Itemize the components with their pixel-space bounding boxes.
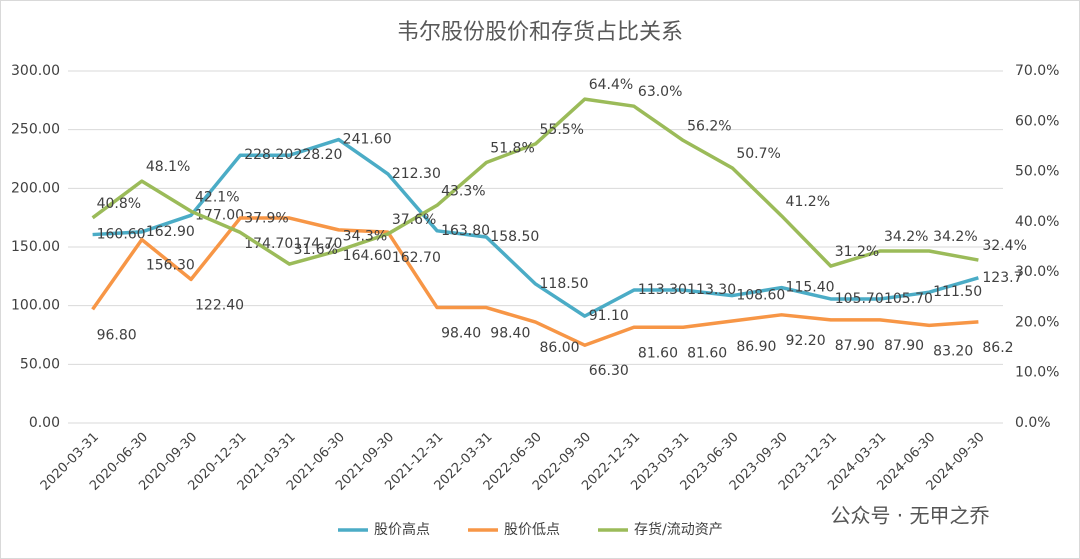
- y2-tick-label: 20.0%: [1015, 314, 1059, 330]
- legend-label: 存货/流动资产: [634, 521, 723, 538]
- data-label: 174.70: [244, 236, 293, 252]
- y-tick-label: 300.00: [11, 63, 60, 79]
- data-label: 81.60: [687, 345, 727, 361]
- data-label: 241.60: [343, 132, 392, 148]
- data-label: 105.70: [835, 291, 884, 307]
- data-label: 115.40: [786, 280, 835, 296]
- data-label: 42.1%: [195, 189, 239, 205]
- data-label: 41.2%: [786, 194, 830, 210]
- legend-label: 股价低点: [504, 522, 560, 538]
- data-label: 98.40: [490, 326, 530, 342]
- data-label: 98.40: [441, 326, 481, 342]
- series-line: [91, 97, 979, 268]
- series-line: [91, 216, 979, 347]
- data-label: 40.8%: [97, 196, 141, 212]
- data-label: 123.7: [982, 270, 1022, 286]
- data-label: 31.6%: [293, 242, 337, 258]
- data-label: 81.60: [638, 345, 678, 361]
- y-tick-label: 100.00: [11, 298, 60, 314]
- data-label: 92.20: [786, 333, 826, 349]
- legend-label: 股价高点: [374, 521, 430, 538]
- y-tick-label: 250.00: [11, 122, 60, 138]
- data-label: 32.4%: [982, 238, 1026, 254]
- data-label: 118.50: [540, 276, 589, 292]
- data-label: 86.90: [736, 339, 776, 355]
- y2-tick-label: 60.0%: [1015, 113, 1059, 129]
- data-label: 160.60: [97, 227, 146, 243]
- data-label: 87.90: [884, 338, 924, 354]
- data-label: 91.10: [589, 308, 629, 324]
- data-label: 228.20: [293, 147, 342, 163]
- series-line: [92, 137, 979, 318]
- data-label: 228.20: [244, 147, 293, 163]
- y2-tick-label: 40.0%: [1015, 214, 1059, 230]
- watermark: 公众号 · 无甲之乔: [830, 504, 989, 528]
- y2-tick-label: 70.0%: [1015, 63, 1059, 79]
- data-label: 212.30: [392, 166, 441, 182]
- data-label: 63.0%: [638, 84, 682, 100]
- data-label: 87.90: [835, 338, 875, 354]
- chart-title: 韦尔股份股价和存货占比关系: [397, 20, 683, 45]
- y2-tick-label: 50.0%: [1015, 164, 1059, 180]
- data-label: 34.2%: [884, 229, 928, 245]
- data-label: 86.00: [540, 340, 580, 356]
- data-label: 113.30: [687, 282, 736, 298]
- data-label: 163.80: [441, 223, 490, 239]
- data-label: 164.60: [343, 248, 392, 264]
- data-label: 43.3%: [441, 183, 485, 199]
- data-label: 37.9%: [244, 210, 288, 226]
- y2-tick-label: 30.0%: [1015, 264, 1059, 280]
- y-tick-label: 200.00: [11, 180, 60, 196]
- data-label: 83.20: [933, 343, 973, 359]
- data-label: 51.8%: [490, 141, 534, 157]
- data-label: 50.7%: [736, 146, 780, 162]
- data-label: 48.1%: [146, 159, 190, 175]
- y-tick-label: 0.00: [29, 415, 60, 431]
- y-tick-label: 50.00: [20, 356, 60, 372]
- data-label: 56.2%: [687, 118, 731, 134]
- data-label: 122.40: [195, 297, 244, 313]
- data-label: 66.30: [589, 363, 629, 379]
- data-label: 64.4%: [589, 77, 633, 93]
- data-label: 37.6%: [392, 212, 436, 228]
- data-label: 96.80: [97, 327, 137, 343]
- data-label: 34.3%: [343, 229, 387, 245]
- data-label: 162.70: [392, 250, 441, 266]
- data-label: 113.30: [638, 282, 687, 298]
- data-label: 55.5%: [540, 122, 584, 138]
- data-label: 156.30: [146, 258, 195, 274]
- y-tick-label: 150.00: [11, 239, 60, 255]
- data-label: 34.2%: [933, 229, 977, 245]
- data-label: 31.2%: [835, 244, 879, 260]
- y2-tick-label: 0.0%: [1015, 415, 1051, 431]
- y2-tick-label: 10.0%: [1015, 365, 1059, 381]
- data-label: 108.60: [736, 288, 785, 304]
- data-label: 86.2: [982, 340, 1013, 356]
- data-label: 111.50: [933, 284, 982, 300]
- data-label: 162.90: [146, 224, 195, 240]
- data-label: 105.70: [884, 291, 933, 307]
- data-label: 174.70: [293, 236, 342, 252]
- data-label: 158.50: [490, 229, 539, 245]
